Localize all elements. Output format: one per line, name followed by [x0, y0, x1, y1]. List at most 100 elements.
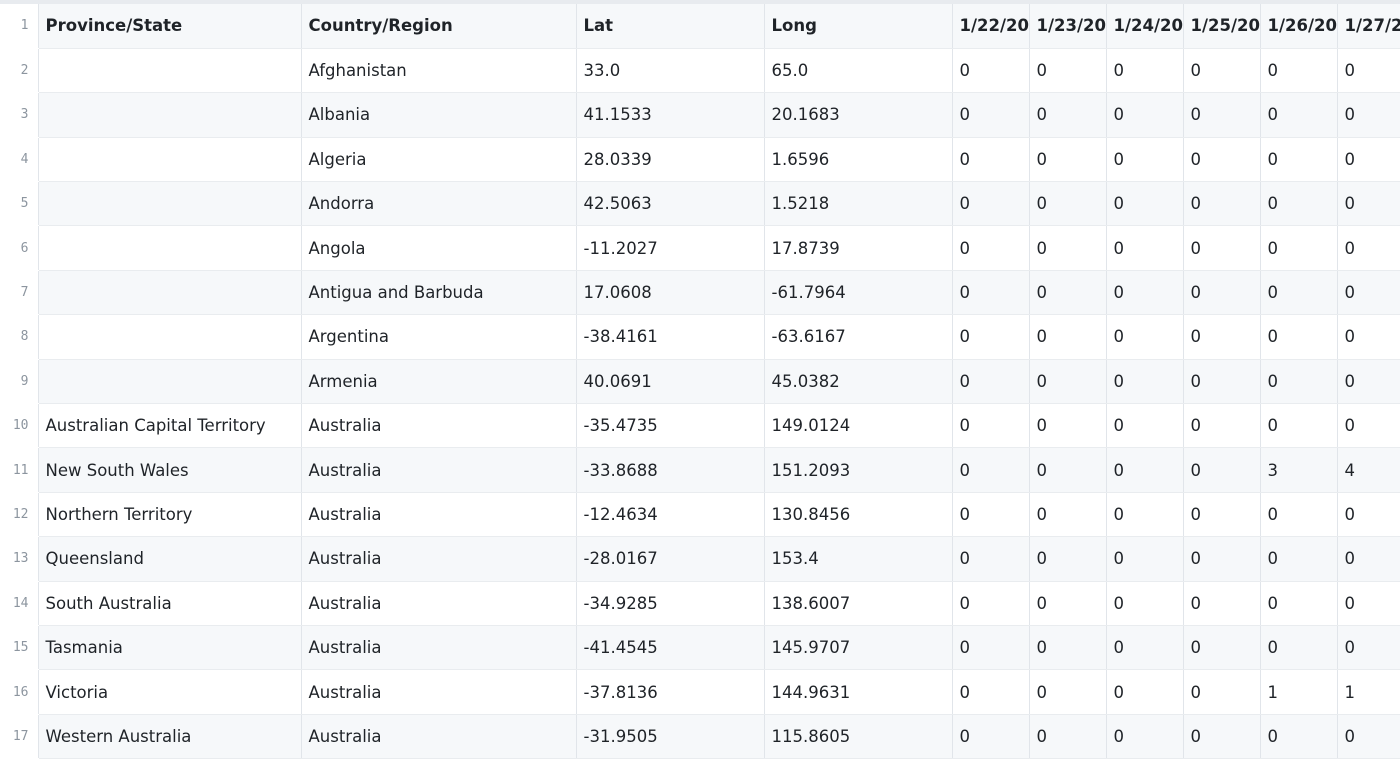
table-row: 13 Queensland Australia -28.0167 153.4 0 0 0 0 0 0 — [0, 536, 1400, 582]
cell-date-1-26-20: 0 — [1260, 581, 1338, 626]
column-header-country-region: Country/Region — [301, 4, 577, 49]
cell-country-region: Andorra — [301, 181, 577, 227]
table-row: 2 Afghanistan 33.0 65.0 0 0 0 0 0 0 — [0, 48, 1400, 94]
table-row: 9 Armenia 40.0691 45.0382 0 0 0 0 0 0 — [0, 359, 1400, 405]
line-number[interactable]: 16 — [0, 669, 39, 715]
cell-date-1-24-20: 0 — [1106, 669, 1184, 715]
table-row: 10 Australian Capital Territory Australia -… — [0, 403, 1400, 449]
cell-province-state: Tasmania — [38, 625, 302, 671]
line-number[interactable]: 7 — [0, 270, 39, 316]
cell-date-1-24-20: 0 — [1106, 536, 1184, 582]
line-number[interactable]: 14 — [0, 581, 39, 626]
cell-long: 153.4 — [764, 536, 953, 582]
cell-province-state: Victoria — [38, 669, 302, 715]
cell-long: 20.1683 — [764, 92, 953, 138]
cell-date-1-26-20: 0 — [1260, 181, 1338, 227]
line-number[interactable]: 17 — [0, 714, 39, 760]
cell-date-1-22-20: 0 — [952, 536, 1030, 582]
cell-date-1-23-20: 0 — [1029, 48, 1107, 94]
cell-date-1-25-20: 0 — [1183, 625, 1261, 671]
cell-country-region: Algeria — [301, 137, 577, 183]
cell-country-region: Armenia — [301, 359, 577, 405]
line-number[interactable]: 15 — [0, 625, 39, 671]
cell-date-1-25-20: 0 — [1183, 181, 1261, 227]
cell-date-1-27-20: 0 — [1337, 181, 1400, 227]
table-row: 8 Argentina -38.4161 -63.6167 0 0 0 0 0 0 — [0, 314, 1400, 360]
cell-province-state: Queensland — [38, 536, 302, 582]
line-number[interactable]: 6 — [0, 225, 39, 271]
table-row: 15 Tasmania Australia -41.4545 145.9707 0 0 0 0 0… — [0, 625, 1400, 671]
cell-long: 115.8605 — [764, 714, 953, 760]
cell-date-1-27-20: 0 — [1337, 625, 1400, 671]
line-number[interactable]: 12 — [0, 492, 39, 538]
cell-country-region: Albania — [301, 92, 577, 138]
table-row: 5 Andorra 42.5063 1.5218 0 0 0 0 0 0 — [0, 181, 1400, 227]
cell-date-1-24-20: 0 — [1106, 137, 1184, 183]
cell-province-state — [38, 359, 302, 405]
cell-date-1-22-20: 0 — [952, 625, 1030, 671]
cell-date-1-22-20: 0 — [952, 492, 1030, 538]
cell-date-1-22-20: 0 — [952, 48, 1030, 94]
cell-date-1-25-20: 0 — [1183, 48, 1261, 94]
cell-long: 45.0382 — [764, 359, 953, 405]
line-number[interactable]: 13 — [0, 536, 39, 582]
cell-date-1-26-20: 0 — [1260, 625, 1338, 671]
cell-province-state — [38, 137, 302, 183]
cell-date-1-25-20: 0 — [1183, 314, 1261, 360]
cell-lat: 17.0608 — [576, 270, 765, 316]
cell-date-1-23-20: 0 — [1029, 669, 1107, 715]
cell-date-1-26-20: 0 — [1260, 137, 1338, 183]
header-row: 1 Province/State Country/Region Lat Long 1/22… — [0, 4, 1400, 49]
cell-province-state — [38, 270, 302, 316]
line-number[interactable]: 11 — [0, 447, 39, 493]
cell-lat: 42.5063 — [576, 181, 765, 227]
cell-province-state — [38, 225, 302, 271]
cell-country-region: Angola — [301, 225, 577, 271]
line-number[interactable]: 1 — [0, 4, 39, 49]
table-row: 16 Victoria Australia -37.8136 144.9631 0 0 0 0 1… — [0, 669, 1400, 715]
cell-date-1-25-20: 0 — [1183, 403, 1261, 449]
cell-date-1-22-20: 0 — [952, 314, 1030, 360]
cell-date-1-25-20: 0 — [1183, 359, 1261, 405]
line-number[interactable]: 2 — [0, 48, 39, 94]
cell-lat: -34.9285 — [576, 581, 765, 626]
cell-lat: -37.8136 — [576, 669, 765, 715]
cell-date-1-26-20: 0 — [1260, 536, 1338, 582]
cell-date-1-23-20: 0 — [1029, 181, 1107, 227]
cell-lat: 40.0691 — [576, 359, 765, 405]
cell-long: 17.8739 — [764, 225, 953, 271]
cell-date-1-22-20: 0 — [952, 92, 1030, 138]
cell-date-1-26-20: 0 — [1260, 314, 1338, 360]
cell-date-1-23-20: 0 — [1029, 314, 1107, 360]
cell-date-1-27-20: 0 — [1337, 48, 1400, 94]
cell-lat: -35.4735 — [576, 403, 765, 449]
cell-date-1-27-20: 0 — [1337, 714, 1400, 760]
cell-date-1-22-20: 0 — [952, 225, 1030, 271]
cell-country-region: Australia — [301, 669, 577, 715]
cell-date-1-24-20: 0 — [1106, 225, 1184, 271]
cell-date-1-27-20: 0 — [1337, 137, 1400, 183]
line-number[interactable]: 3 — [0, 92, 39, 138]
cell-date-1-27-20: 0 — [1337, 581, 1400, 626]
cell-date-1-25-20: 0 — [1183, 92, 1261, 138]
cell-long: 1.5218 — [764, 181, 953, 227]
cell-date-1-23-20: 0 — [1029, 714, 1107, 760]
cell-date-1-24-20: 0 — [1106, 181, 1184, 227]
cell-long: 151.2093 — [764, 447, 953, 493]
line-number[interactable]: 9 — [0, 359, 39, 405]
table-row: 3 Albania 41.1533 20.1683 0 0 0 0 0 0 — [0, 92, 1400, 138]
cell-date-1-26-20: 0 — [1260, 225, 1338, 271]
cell-date-1-23-20: 0 — [1029, 403, 1107, 449]
cell-date-1-23-20: 0 — [1029, 581, 1107, 626]
line-number[interactable]: 4 — [0, 137, 39, 183]
cell-long: -61.7964 — [764, 270, 953, 316]
table-row: 12 Northern Territory Australia -12.4634 130… — [0, 492, 1400, 538]
line-number[interactable]: 8 — [0, 314, 39, 360]
cell-long: 65.0 — [764, 48, 953, 94]
cell-date-1-25-20: 0 — [1183, 225, 1261, 271]
cell-date-1-24-20: 0 — [1106, 48, 1184, 94]
column-header-lat: Lat — [576, 4, 765, 49]
line-number[interactable]: 10 — [0, 403, 39, 449]
line-number[interactable]: 5 — [0, 181, 39, 227]
